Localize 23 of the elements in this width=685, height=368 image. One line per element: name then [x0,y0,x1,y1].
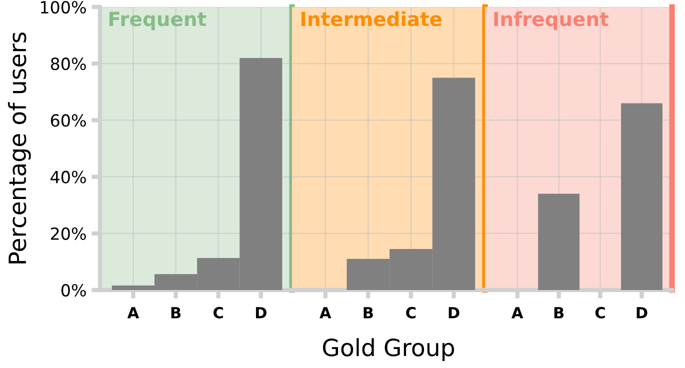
y-tick-label: 20% [50,227,86,240]
x-tick-label: A [512,307,524,318]
x-tick-label: C [214,306,223,318]
band-label: Infrequent [494,11,608,30]
x-tick-label: D [448,307,460,318]
y-tick-label: 100% [40,0,86,14]
x-tick-label: C [406,306,416,318]
y-tick-label: 60% [50,114,86,127]
x-axis-title: Gold Group [322,338,454,361]
band-label: Frequent [109,12,206,30]
y-tick-label: 0% [61,284,86,297]
y-axis-title: Percentage of users [8,32,31,264]
x-tick-label: B [554,307,564,318]
x-tick-label: B [364,307,373,318]
y-tick-label: 80% [50,58,86,70]
x-tick-label: B [171,307,181,318]
band-label: Intermediate [302,11,442,26]
x-tick-label: C [595,306,605,318]
x-tick-label: A [320,307,332,318]
x-tick-label: D [256,307,266,318]
y-tick-label: 40% [50,170,86,184]
x-tick-label: A [127,307,140,318]
x-tick-label: D [636,307,648,318]
